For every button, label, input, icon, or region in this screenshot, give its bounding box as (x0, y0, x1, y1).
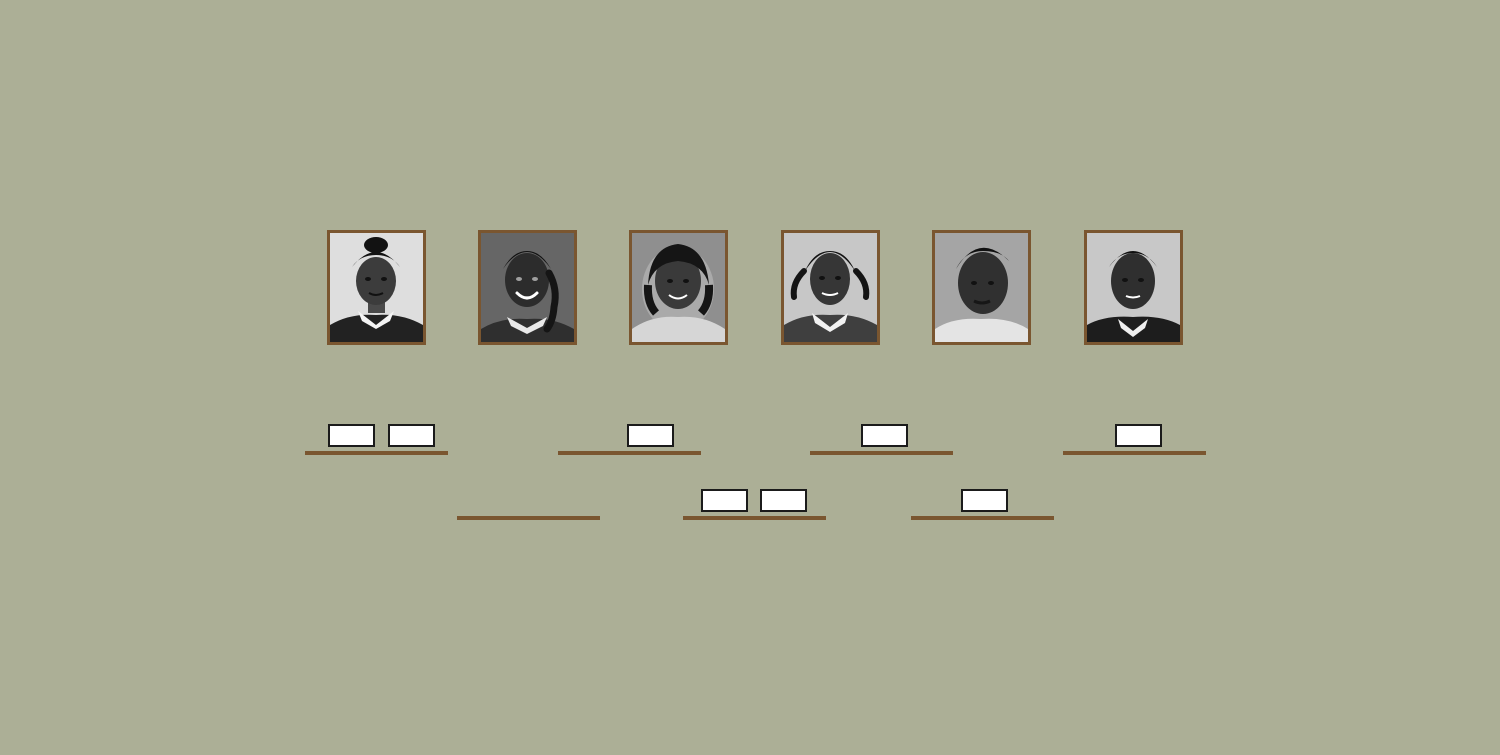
name-card-4[interactable] (861, 424, 908, 447)
name-card-2[interactable] (388, 424, 435, 447)
portrait-frame-3[interactable] (629, 230, 728, 345)
name-card-8[interactable] (961, 489, 1008, 512)
portrait-photo-icon (632, 233, 725, 342)
portrait-photo-icon (784, 233, 877, 342)
portrait-frame-5[interactable] (932, 230, 1031, 345)
name-card-5[interactable] (1115, 424, 1162, 447)
shelf-5 (457, 516, 600, 520)
shelf-1 (305, 451, 448, 455)
portrait-photo-icon (481, 233, 574, 342)
portrait-frame-6[interactable] (1084, 230, 1183, 345)
shelf-7 (911, 516, 1054, 520)
portrait-photo-icon (330, 233, 423, 342)
name-card-7[interactable] (760, 489, 807, 512)
shelf-2 (558, 451, 701, 455)
portrait-frame-2[interactable] (478, 230, 577, 345)
name-card-3[interactable] (627, 424, 674, 447)
portrait-photo-icon (1087, 233, 1180, 342)
shelf-6 (683, 516, 826, 520)
portrait-frame-1[interactable] (327, 230, 426, 345)
shelf-4 (1063, 451, 1206, 455)
name-card-1[interactable] (328, 424, 375, 447)
shelf-3 (810, 451, 953, 455)
portrait-photo-icon (935, 233, 1028, 342)
portrait-frame-4[interactable] (781, 230, 880, 345)
name-card-6[interactable] (701, 489, 748, 512)
